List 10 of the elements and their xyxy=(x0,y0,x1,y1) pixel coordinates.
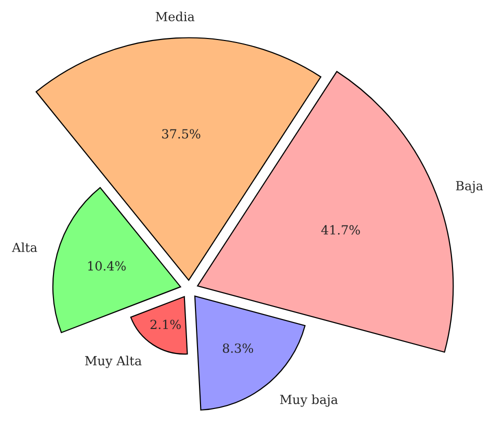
category-label: Muy Alta xyxy=(85,356,142,368)
category-label: Baja xyxy=(456,181,483,194)
data-label: 2.1% xyxy=(150,320,181,330)
category-label: Alta xyxy=(12,242,38,252)
data-label: 10.4% xyxy=(88,261,126,271)
data-label: 41.7% xyxy=(321,225,360,235)
category-label: Muy baja xyxy=(280,394,338,407)
category-label: Media xyxy=(156,12,194,22)
data-label: 8.3% xyxy=(222,343,254,353)
data-label: 37.5% xyxy=(162,129,200,139)
